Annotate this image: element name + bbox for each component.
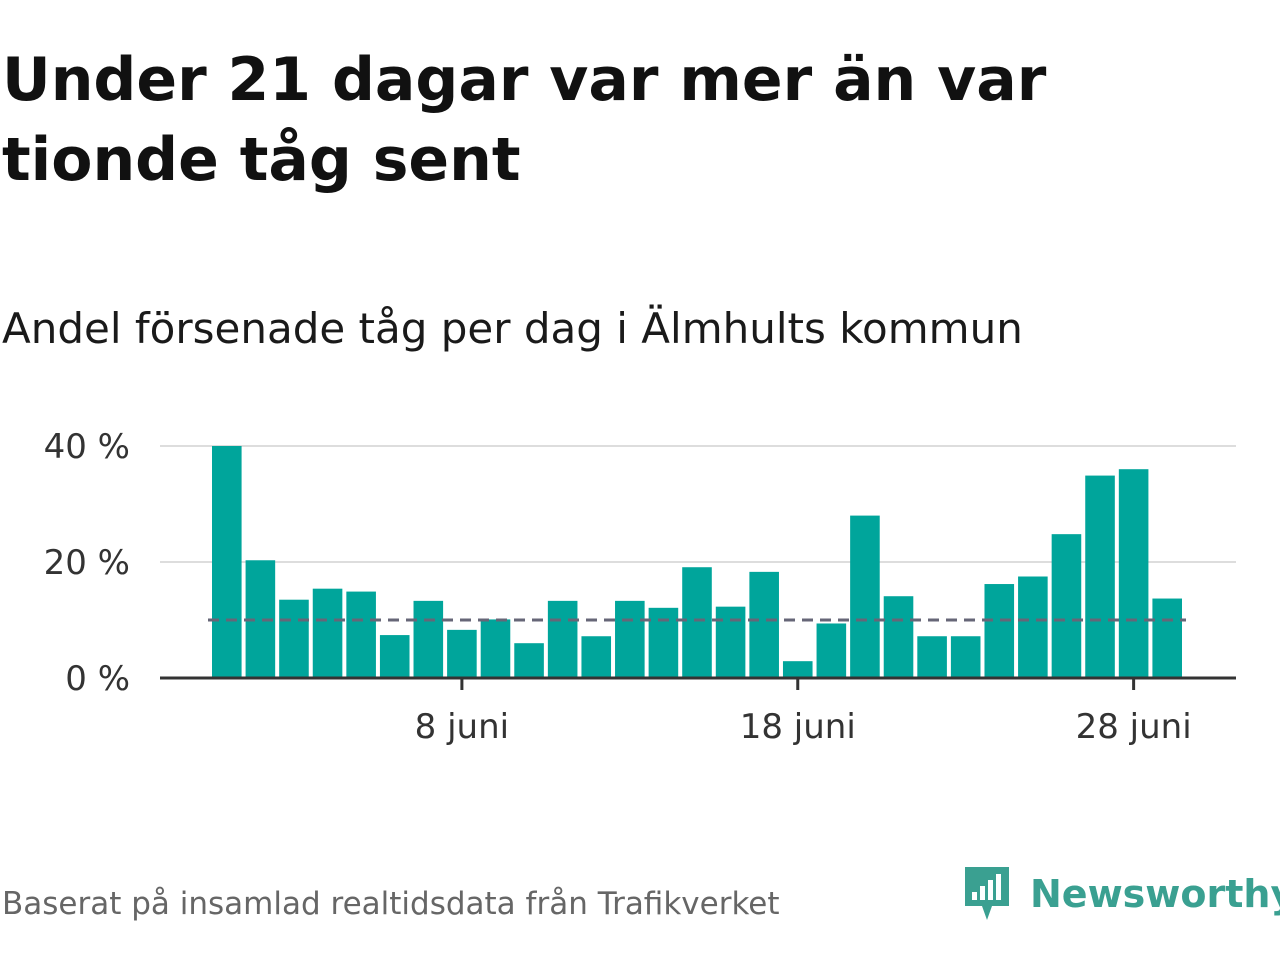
bar <box>1085 475 1115 678</box>
label-layer: 0 % 20 % 40 % 8 juni 18 juni 28 juni <box>44 427 1192 747</box>
bar <box>850 515 880 678</box>
x-tick-label: 18 juni <box>740 707 856 747</box>
bar-chart: 0 % 20 % 40 % 8 juni 18 juni 28 juni <box>44 427 1236 747</box>
bar <box>816 623 847 678</box>
bar <box>1018 576 1048 678</box>
bar <box>514 643 544 678</box>
bar <box>581 636 612 678</box>
bar <box>984 584 1015 678</box>
bar <box>648 607 679 678</box>
bar <box>1051 534 1082 678</box>
bar <box>346 591 376 678</box>
bar <box>447 629 477 678</box>
bar <box>212 446 242 678</box>
bar <box>379 635 410 678</box>
y-tick-label: 0 % <box>65 659 130 699</box>
bar <box>312 588 343 678</box>
chart-title: Under 21 dagar var mer än var tionde tåg… <box>2 45 1047 195</box>
newsworthy-logo-icon <box>965 867 1009 920</box>
x-tick-label: 28 juni <box>1076 707 1192 747</box>
bar <box>1152 598 1182 678</box>
axis-layer <box>160 676 1236 690</box>
bar <box>279 599 309 678</box>
bar <box>480 619 511 678</box>
bar <box>749 571 779 678</box>
y-tick-label: 20 % <box>44 543 130 583</box>
bar <box>1118 469 1149 678</box>
chart-subtitle: Andel försenade tåg per dag i Älmhults k… <box>2 304 1023 353</box>
y-tick-label: 40 % <box>44 427 130 467</box>
bar <box>715 606 746 678</box>
bar <box>883 596 914 678</box>
bar <box>782 661 813 678</box>
bar <box>413 600 444 678</box>
bar-layer <box>212 446 1182 678</box>
source-note: Baserat på insamlad realtidsdata från Tr… <box>2 886 780 922</box>
brand-logo: Newsworthy <box>962 862 1280 926</box>
x-tick-label: 8 juni <box>415 707 509 747</box>
bar <box>950 636 981 678</box>
bar <box>917 636 947 678</box>
brand-name: Newsworthy <box>1030 872 1280 916</box>
bar <box>615 600 645 678</box>
bar <box>547 600 578 678</box>
bar <box>682 567 712 678</box>
